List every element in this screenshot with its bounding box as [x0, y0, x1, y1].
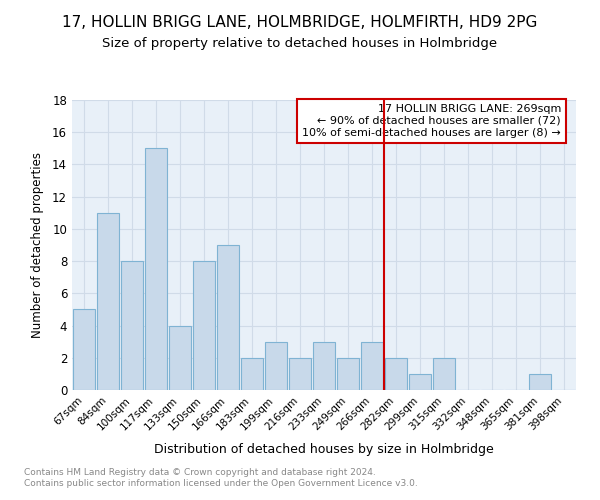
Bar: [433, 358, 455, 390]
Bar: [193, 261, 215, 390]
Bar: [97, 213, 119, 390]
Y-axis label: Number of detached properties: Number of detached properties: [31, 152, 44, 338]
Bar: [337, 358, 359, 390]
Bar: [361, 342, 383, 390]
Text: Contains HM Land Registry data © Crown copyright and database right 2024.
Contai: Contains HM Land Registry data © Crown c…: [24, 468, 418, 487]
Bar: [73, 310, 95, 390]
Bar: [409, 374, 431, 390]
Bar: [289, 358, 311, 390]
Bar: [169, 326, 191, 390]
Bar: [385, 358, 407, 390]
Bar: [313, 342, 335, 390]
Bar: [121, 261, 143, 390]
X-axis label: Distribution of detached houses by size in Holmbridge: Distribution of detached houses by size …: [154, 443, 494, 456]
Text: Size of property relative to detached houses in Holmbridge: Size of property relative to detached ho…: [103, 38, 497, 51]
Bar: [241, 358, 263, 390]
Text: 17, HOLLIN BRIGG LANE, HOLMBRIDGE, HOLMFIRTH, HD9 2PG: 17, HOLLIN BRIGG LANE, HOLMBRIDGE, HOLMF…: [62, 15, 538, 30]
Bar: [217, 245, 239, 390]
Bar: [265, 342, 287, 390]
Bar: [529, 374, 551, 390]
Bar: [145, 148, 167, 390]
Text: 17 HOLLIN BRIGG LANE: 269sqm
← 90% of detached houses are smaller (72)
10% of se: 17 HOLLIN BRIGG LANE: 269sqm ← 90% of de…: [302, 104, 561, 138]
